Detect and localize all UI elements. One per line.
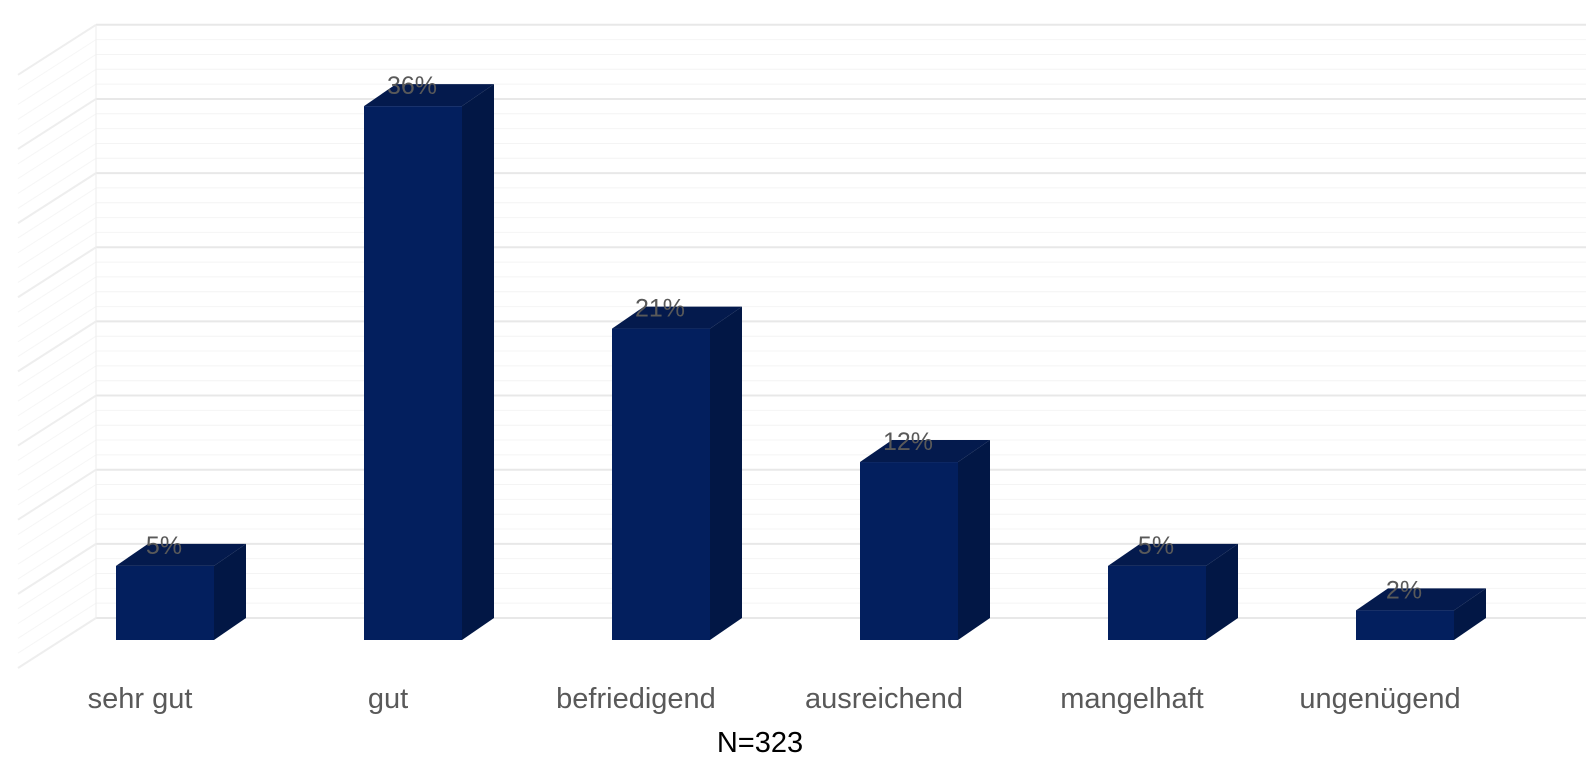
minor-side-gridline <box>17 231 97 283</box>
data-labels: 5% 36% 21% 12% 5% 2% <box>146 72 1422 604</box>
minor-side-gridline <box>17 54 97 105</box>
minor-side-gridline <box>17 157 97 209</box>
bar-side-face <box>214 543 246 640</box>
category-label: mangelhaft <box>1060 683 1204 715</box>
category-label: ungenügend <box>1299 683 1460 715</box>
bar-value-label: 21% <box>635 295 685 323</box>
bar-top-face <box>1356 588 1486 611</box>
minor-side-gridline <box>17 602 97 654</box>
side-gridline <box>17 468 97 521</box>
bar-side-face <box>1206 543 1238 640</box>
minor-side-gridline <box>17 454 97 506</box>
minor-side-gridline <box>17 380 97 432</box>
bar-top-face <box>364 84 494 107</box>
category-label: gut <box>368 683 408 715</box>
bar-top-face <box>1108 543 1238 566</box>
minor-side-gridline <box>17 202 97 254</box>
bar-value-label: 5% <box>146 532 182 560</box>
bar-top-face <box>612 306 742 329</box>
minor-side-gridline <box>17 291 97 343</box>
side-gridline <box>17 543 97 595</box>
bar-front-face <box>364 106 462 641</box>
minor-side-gridline <box>17 365 97 417</box>
bar-value-label: 12% <box>883 428 933 456</box>
minor-side-gridline <box>17 276 97 328</box>
minor-side-gridline <box>17 187 97 239</box>
bar-side-face <box>710 306 742 640</box>
bar-top-face <box>116 543 246 566</box>
category-labels: sehr gut gut befriedigend ausreichend mangel… <box>88 683 1461 715</box>
side-gridline <box>17 172 97 224</box>
category-label: sehr gut <box>88 683 193 715</box>
minor-side-gridline <box>17 528 97 580</box>
minor-side-gridline <box>17 113 97 165</box>
minor-side-gridline <box>17 484 97 535</box>
minor-side-gridline <box>17 350 97 402</box>
bar-front-face <box>612 328 710 640</box>
sample-size-label: N=323 <box>717 727 803 759</box>
bar-side-face <box>958 440 990 640</box>
minor-side-gridline <box>17 439 97 491</box>
minor-side-gridline <box>17 558 97 610</box>
side-gridline <box>17 23 97 76</box>
bar-front-face <box>1356 610 1454 640</box>
minor-side-gridline <box>17 498 97 550</box>
bar-front-face <box>116 565 214 640</box>
bar-1 <box>116 543 246 640</box>
minor-side-gridline <box>17 261 97 313</box>
minor-side-gridline <box>17 143 97 194</box>
side-gridline <box>17 320 97 373</box>
minor-side-gridline <box>17 513 97 565</box>
bar-value-label: 5% <box>1138 532 1174 560</box>
bar-4 <box>860 440 990 640</box>
minor-side-gridline <box>17 128 97 180</box>
minor-side-gridline <box>17 39 97 91</box>
bar-value-label: 2% <box>1386 576 1422 604</box>
minor-side-gridline <box>17 83 97 135</box>
side-gridline <box>17 394 97 447</box>
minor-side-gridline <box>17 306 97 357</box>
bar-6 <box>1356 588 1486 640</box>
minor-side-gridline <box>17 217 97 269</box>
category-label: befriedigend <box>556 683 716 715</box>
minor-side-gridline <box>17 409 97 461</box>
bar-5 <box>1108 543 1238 640</box>
bar-top-face <box>860 440 990 463</box>
bar-side-face <box>1454 588 1486 640</box>
bar-front-face <box>1108 565 1206 640</box>
minor-side-gridline <box>17 424 97 476</box>
bars <box>116 84 1486 641</box>
minor-side-gridline <box>17 587 97 639</box>
minor-side-gridline <box>17 335 97 387</box>
gridlines <box>17 23 1586 669</box>
side-gridline <box>17 98 97 150</box>
minor-side-gridline <box>17 573 97 624</box>
bar-value-label: 36% <box>387 72 437 100</box>
minor-side-gridline <box>17 68 97 120</box>
bar-2 <box>364 84 494 641</box>
bar-3 <box>612 306 742 640</box>
bar-front-face <box>860 462 958 640</box>
side-gridline <box>17 617 97 669</box>
category-label: ausreichend <box>805 683 963 715</box>
side-gridline <box>17 246 97 299</box>
bar-side-face <box>462 84 494 641</box>
